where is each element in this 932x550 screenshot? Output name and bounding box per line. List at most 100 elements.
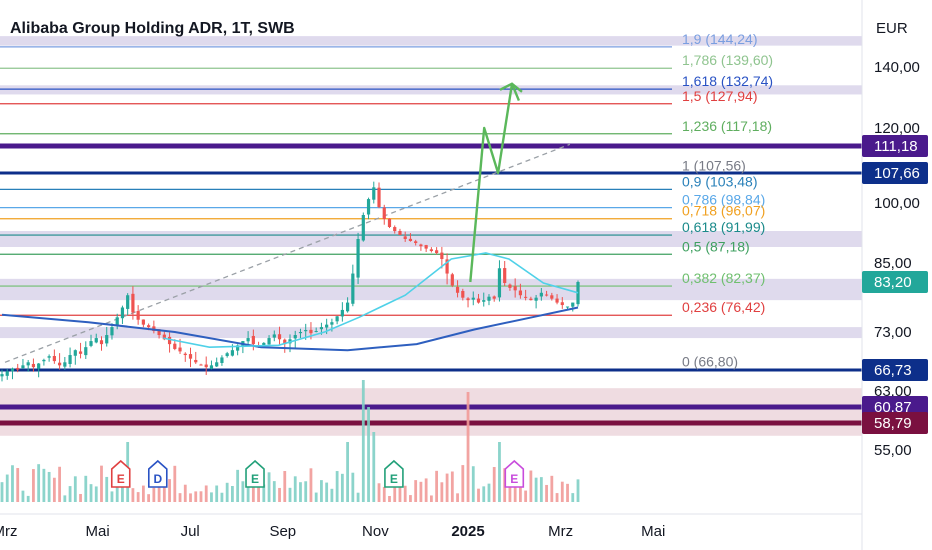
volume-bar <box>534 477 538 502</box>
volume-bar <box>330 488 334 502</box>
candle-body <box>366 199 371 215</box>
candle-body <box>440 252 444 259</box>
volume-bar <box>272 481 276 502</box>
event-marker-label: D <box>153 472 162 486</box>
candle-body <box>340 309 344 317</box>
time-tick-label: Mai <box>86 523 110 540</box>
volume-bar <box>0 482 4 502</box>
price-tick-label: 100,00 <box>874 195 920 212</box>
volume-bar <box>11 465 14 502</box>
candle-body <box>539 292 543 297</box>
candle-body <box>565 306 570 308</box>
candle-body <box>188 354 193 359</box>
volume-bar <box>115 474 119 502</box>
candle-body <box>482 300 486 302</box>
candle-body <box>42 359 46 362</box>
candle-body <box>167 336 172 345</box>
candle-body <box>403 236 407 239</box>
candle-body <box>387 218 392 227</box>
candle-body <box>529 298 533 301</box>
candle-body <box>52 355 56 362</box>
candle-body <box>408 238 413 241</box>
fib-level-label: 0,786 (98,84) <box>682 192 765 208</box>
price-tick-label: 120,00 <box>874 120 920 137</box>
volume-bar <box>539 477 543 502</box>
event-marker-label: E <box>390 472 398 486</box>
candle-body <box>382 207 386 219</box>
time-tick-label: 2025 <box>451 523 484 540</box>
volume-bar <box>210 492 213 502</box>
candle-body <box>319 327 324 330</box>
volume-bar <box>73 476 77 502</box>
volume-bar <box>571 493 575 502</box>
volume-bar <box>288 487 292 502</box>
candle-body <box>351 273 355 304</box>
candle-body <box>99 340 104 345</box>
price-badge-label: 107,66 <box>874 165 920 182</box>
volume-bar <box>100 465 103 502</box>
volume-bar <box>351 472 355 502</box>
candle-body <box>16 367 20 370</box>
candle-body <box>476 298 481 303</box>
volume-bar <box>257 474 260 502</box>
candle-body <box>157 329 161 336</box>
zone-band <box>0 36 862 46</box>
candle-body <box>487 296 491 301</box>
candle-body <box>183 353 187 356</box>
candle-body <box>47 356 51 358</box>
chart-title: Alibaba Group Holding ADR, 1T, SWB <box>10 20 295 37</box>
candle-body <box>414 241 418 243</box>
candle-body <box>471 297 475 300</box>
volume-bar <box>560 481 564 502</box>
volume-bar <box>157 480 161 502</box>
candle-body <box>571 302 575 307</box>
candle-body <box>220 357 224 364</box>
volume-bar <box>320 480 323 502</box>
time-tick-label: Mai <box>641 523 665 540</box>
volume-bar <box>173 465 177 502</box>
candle-body <box>173 343 177 349</box>
volume-bar <box>492 467 496 502</box>
trendline <box>4 143 571 363</box>
fib-level-label: 0,5 (87,18) <box>682 238 750 254</box>
volume-bar <box>550 475 554 502</box>
candle-body <box>534 297 538 301</box>
zone-band <box>0 85 862 95</box>
volume-bar <box>293 476 297 502</box>
candle-body <box>346 302 350 312</box>
candle-body <box>518 290 522 296</box>
candle-body <box>555 298 559 303</box>
price-badge <box>862 359 928 381</box>
volume-bar <box>461 465 465 502</box>
candle-body <box>461 290 465 298</box>
candle-body <box>393 227 397 231</box>
candle-body <box>262 342 266 346</box>
candle-body <box>126 295 130 309</box>
volume-bar <box>152 487 156 502</box>
volume-bar <box>304 481 308 502</box>
volume-bar <box>94 486 98 502</box>
volume-bar <box>141 485 145 502</box>
volume-bar <box>52 477 56 502</box>
event-marker-label: E <box>251 472 259 486</box>
candle-body <box>246 338 250 342</box>
volume-bar <box>377 483 381 502</box>
volume-bar <box>529 470 533 502</box>
volume-bar <box>487 483 491 502</box>
candle-body <box>361 215 365 241</box>
event-marker-label: E <box>510 472 518 486</box>
volume-bar <box>89 484 93 502</box>
volume-bar <box>409 495 412 502</box>
volume-bar <box>388 495 391 502</box>
candle-body <box>136 310 140 320</box>
candle-body <box>162 334 166 340</box>
fib-level-label: 1 (107,56) <box>682 157 746 173</box>
volume-bar <box>183 484 187 502</box>
volume-bar <box>168 479 171 502</box>
price-badge <box>862 412 928 434</box>
candle-body <box>236 345 240 351</box>
candle-body <box>293 335 297 339</box>
